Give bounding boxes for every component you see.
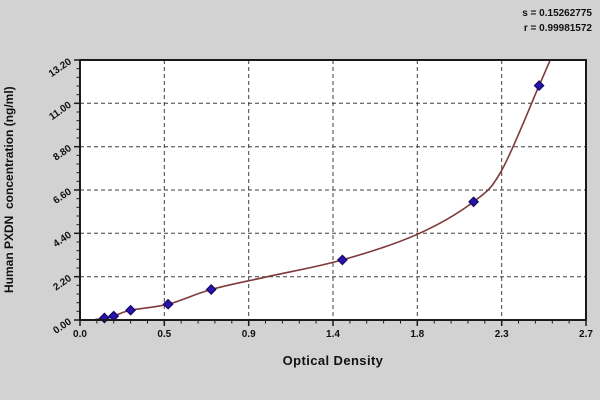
plot-border [79,59,587,321]
y-axis-title: Human PXDN concentration (ng/ml) [2,86,16,294]
y-tick-label: 13.20 [47,56,74,80]
data-point [125,304,137,316]
data-point [336,254,348,266]
fit-s-value: s = 0.15262775 [522,8,592,19]
x-tick-label: 1.8 [410,329,424,340]
y-tick-label: 0.00 [51,316,74,336]
y-tick-label: 2.20 [51,273,74,293]
x-tick-label: 0.5 [157,329,171,340]
fit-r-value: r = 0.99981572 [523,23,592,34]
data-point [205,284,217,295]
x-tick-label: 0.0 [73,329,87,340]
y-tick-label: 6.60 [51,186,74,206]
x-tick-label: 0.9 [242,329,256,340]
x-axis-title: Optical Density [282,353,384,368]
y-tick-label: 4.40 [51,229,74,249]
y-tick-label: 8.80 [51,143,74,163]
data-point [533,80,545,92]
x-tick-label: 1.4 [326,329,340,340]
data-point [162,298,174,310]
x-tick-label: 2.3 [495,329,509,340]
fit-statistics: s = 0.15262775 r = 0.99981572 [522,6,592,36]
y-tick-label: 11.00 [47,100,74,123]
data-point [468,196,480,208]
x-tick-label: 2.7 [579,329,593,340]
